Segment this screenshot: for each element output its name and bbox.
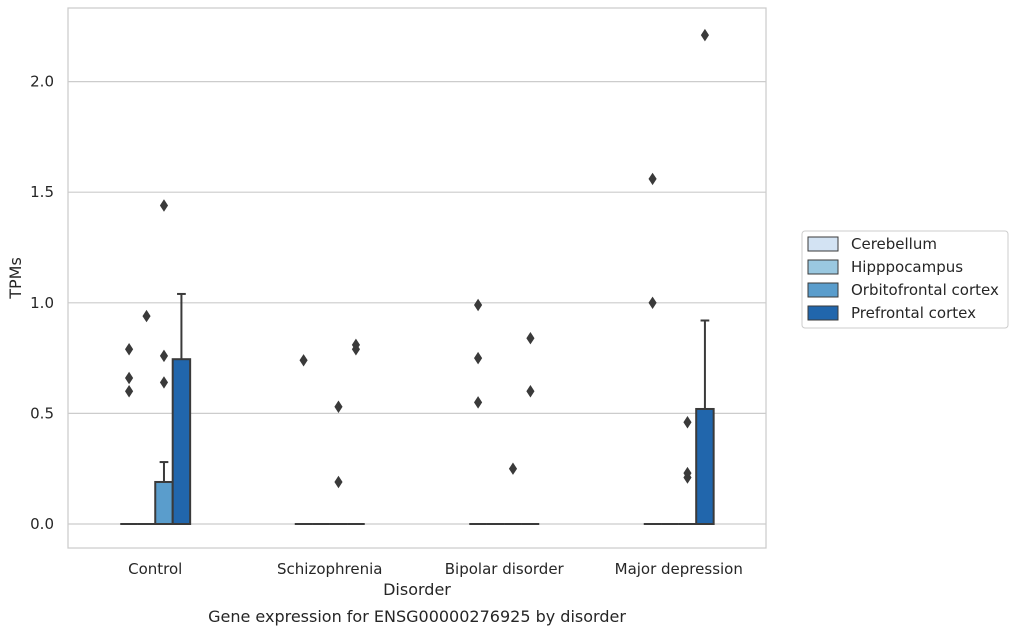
box-body	[171, 358, 192, 525]
outlier-point	[473, 396, 483, 409]
y-tick-label: 0.0	[30, 515, 54, 533]
legend-label: Cerebellum	[851, 235, 937, 253]
x-tick-label: Schizophrenia	[277, 560, 382, 578]
outlier-point	[159, 349, 169, 363]
box-0-1	[137, 309, 156, 525]
outlier-point	[124, 343, 134, 356]
data-marks	[120, 28, 715, 526]
y-axis-ticks: 0.0 0.5 1.0 1.5 2.0	[30, 73, 54, 533]
x-tick-label: Bipolar disorder	[445, 560, 565, 578]
box-0-2	[154, 199, 174, 525]
outlier-point	[159, 376, 169, 389]
box-1-2	[329, 400, 348, 525]
outlier-point	[526, 385, 535, 398]
legend-swatch	[807, 236, 839, 252]
x-tick-label: Major depression	[615, 560, 743, 578]
legend-label: Hipppocampus	[851, 258, 963, 276]
y-tick-label: 2.0	[30, 73, 54, 91]
outlier-point	[299, 354, 308, 367]
box-1-3	[347, 338, 365, 525]
y-tick-label: 0.5	[30, 404, 54, 422]
box-2-2	[504, 462, 522, 525]
outlier-point	[351, 338, 361, 352]
legend-swatch	[807, 282, 839, 298]
outlier-point	[142, 309, 151, 323]
x-axis-ticks: Control Schizophrenia Bipolar disorder Majo…	[128, 560, 743, 578]
box-2-0	[469, 298, 487, 525]
box-0-3	[171, 292, 192, 525]
plot-area-frame	[67, 7, 767, 549]
legend-label: Orbitofrontal cortex	[851, 281, 999, 299]
outlier-point	[334, 475, 343, 489]
box-3-3	[695, 28, 715, 526]
legend-swatch	[807, 305, 839, 321]
box-0-0	[120, 343, 138, 525]
y-axis-title: TPMs	[6, 257, 25, 300]
y-tick-label: 1.0	[30, 294, 54, 312]
outlier-point	[159, 199, 169, 212]
outlier-point	[508, 462, 518, 475]
box-1-0	[294, 354, 313, 525]
outlier-point	[124, 385, 134, 398]
legend-swatch	[807, 259, 839, 275]
chart-caption: Gene expression for ENSG00000276925 by d…	[208, 607, 626, 626]
legend-label: Prefrontal cortex	[851, 304, 976, 322]
legend-frame	[801, 230, 1009, 329]
outlier-point	[526, 331, 535, 345]
box-3-2	[678, 416, 697, 525]
outlier-point	[700, 28, 710, 42]
box-body	[154, 480, 174, 525]
legend: Cerebellum Hipppocampus Orbitofrontal cort…	[801, 230, 1009, 329]
x-axis-title: Disorder	[383, 580, 451, 599]
outlier-point	[473, 351, 483, 365]
y-tick-label: 1.5	[30, 183, 54, 201]
outlier-point	[473, 298, 483, 312]
outlier-point	[648, 296, 657, 310]
outlier-point	[683, 466, 692, 480]
outlier-point	[683, 416, 692, 429]
box-body	[695, 407, 715, 526]
box-2-3	[521, 331, 540, 525]
outlier-point	[334, 400, 343, 413]
x-tick-label: Control	[128, 560, 182, 578]
outlier-point	[648, 172, 657, 186]
box-3-0	[643, 172, 662, 525]
outlier-point	[124, 371, 134, 385]
